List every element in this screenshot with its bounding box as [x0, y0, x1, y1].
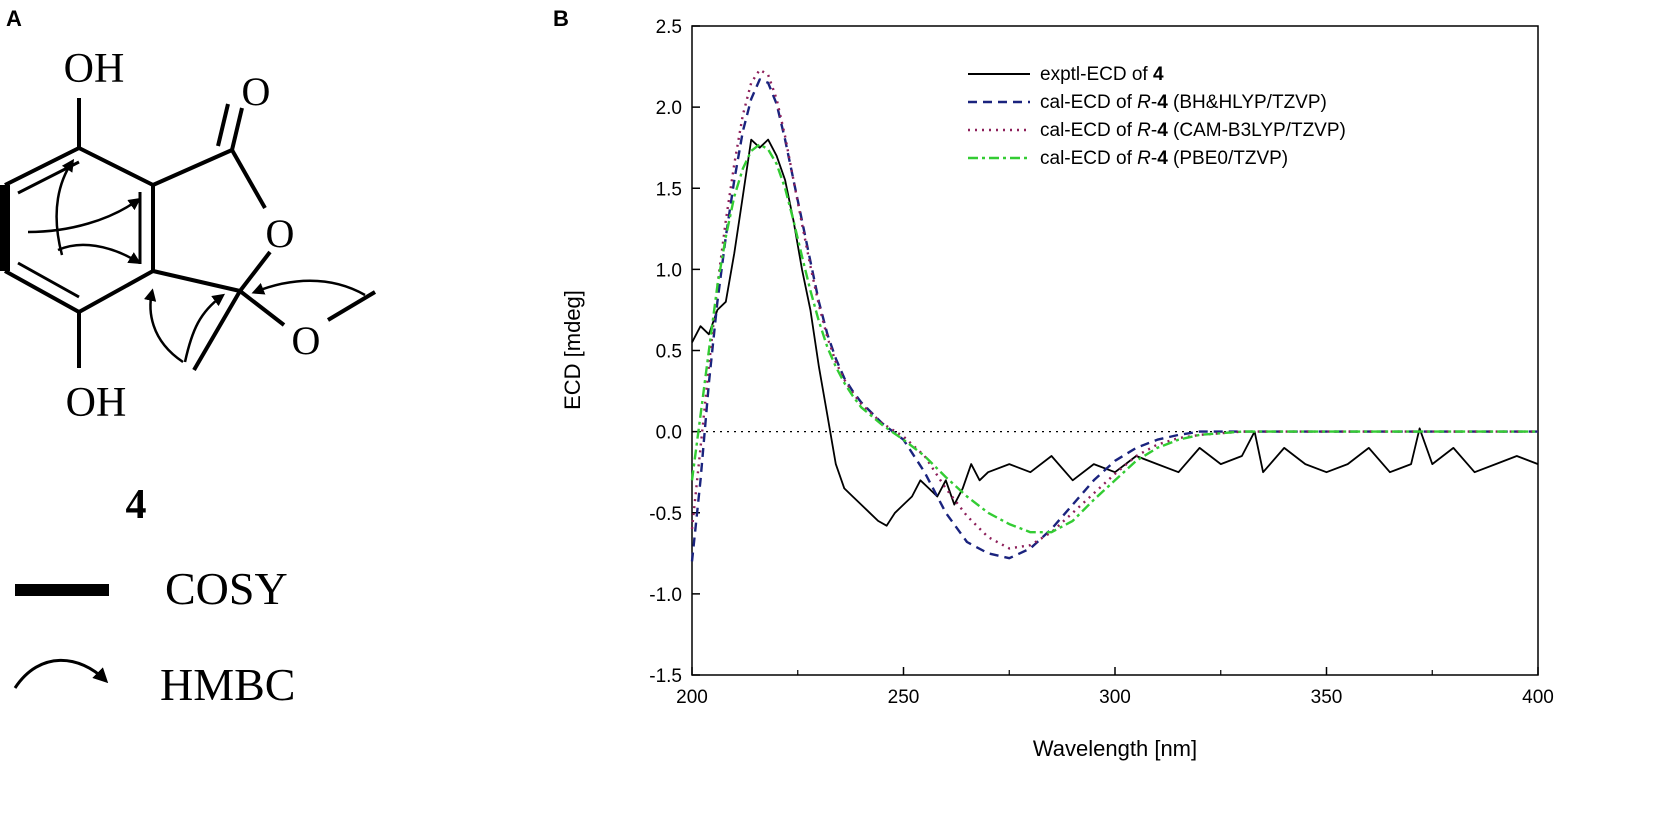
y-tick-label: 0.0: [656, 423, 682, 444]
series-line-3: [690, 143, 1538, 534]
hmbc-arrow-3: [57, 243, 142, 264]
y-tick-label: 0.5: [656, 342, 682, 363]
legend-text-part: cal-ECD of: [1040, 148, 1137, 169]
y-axis-ticks: -1.5 -1.0 -0.5 0.0 0.5 1.0 1.5 2.0 2.5: [649, 17, 700, 687]
bond-carbonyl-to-o: [230, 149, 267, 209]
hmbc-arrow-2: [27, 197, 142, 234]
oh-top-label: OH: [64, 46, 125, 92]
bond-ome-to-methyl: [326, 290, 377, 322]
chemical-structure: [4, 98, 377, 372]
legend-label-3: cal-ECD of R-4 (PBE0/TZVP): [1040, 148, 1288, 169]
legend-text-part: exptl-ECD of: [1040, 64, 1153, 85]
carbonyl-o-label: O: [242, 69, 271, 114]
panel-a: A O: [0, 6, 377, 710]
methoxy-o-label: O: [292, 318, 321, 363]
oh-bottom-label: OH: [66, 380, 127, 426]
hmbc-arrows: [27, 158, 366, 364]
series-line-0: [691, 138, 1539, 527]
x-axis-title: Wavelength [nm]: [1033, 736, 1197, 761]
bond-ring-upper-right: [78, 146, 154, 187]
bond-ring-to-carbonyl: [152, 148, 233, 187]
series-lines: [690, 68, 1539, 562]
x-tick-label: 400: [1522, 687, 1554, 708]
y-tick-label: 1.5: [656, 179, 682, 200]
panel-b: B -1.5 -1.0 -0.5 0.0 0.5 1.0 1.5 2.0 2.5 200 250 3…: [553, 6, 1554, 761]
legend-text-part: -: [1151, 120, 1157, 141]
x-tick-label: 200: [676, 687, 708, 708]
bond-ring-top: [4, 146, 80, 187]
ecd-chart: -1.5 -1.0 -0.5 0.0 0.5 1.0 1.5 2.0 2.5 200 250 300…: [560, 17, 1554, 761]
legend-text-part: 4: [1157, 92, 1168, 113]
legend-text-part: cal-ECD of: [1040, 92, 1137, 113]
y-tick-label: 2.0: [656, 98, 682, 119]
hmbc-arrow-4: [144, 288, 184, 364]
y-axis-title: ECD [mdeg]: [560, 290, 585, 410]
legend-text-part: -: [1151, 148, 1157, 169]
legend-text-part: 4: [1157, 120, 1168, 141]
hmbc-legend-arrow: [13, 658, 109, 689]
legend-text-part: 4: [1153, 64, 1164, 85]
legend-text-part: (CAM-B3LYP/TZVP): [1168, 120, 1346, 141]
bond-ch-to-methyl: [192, 289, 242, 372]
y-tick-label: 2.5: [656, 17, 682, 38]
cosy-bond: [0, 185, 10, 271]
legend-text-part: 4: [1157, 148, 1168, 169]
series-line-2: [690, 68, 1538, 550]
legend-text-part: R: [1137, 92, 1151, 113]
hmbc-legend-label: HMBC: [160, 659, 295, 710]
legend-text-part: R: [1137, 148, 1151, 169]
legend-label-2: cal-ECD of R-4 (CAM-B3LYP/TZVP): [1040, 120, 1346, 141]
bond-carbonyl-2: [216, 103, 230, 147]
panel-b-label: B: [553, 6, 569, 31]
bond-inner-bottom: [17, 261, 80, 299]
bond-ch-to-ome: [238, 289, 286, 327]
legend-label-1: cal-ECD of R-4 (BH&HLYP/TZVP): [1040, 92, 1327, 113]
hmbc-arrow-6: [251, 279, 366, 297]
ring-o-label: O: [266, 211, 295, 256]
cosy-legend-bar: [15, 584, 109, 596]
hmbc-arrow-5: [183, 293, 226, 363]
x-tick-label: 300: [1099, 687, 1131, 708]
legend-text-part: R: [1137, 120, 1151, 141]
x-tick-label: 250: [888, 687, 920, 708]
bond-ring-bottom: [4, 269, 80, 314]
legend-label-0: exptl-ECD of 4: [1040, 64, 1164, 85]
bond-o-to-ch: [238, 250, 272, 293]
y-tick-label: -0.5: [649, 504, 682, 525]
x-axis-ticks: 200 250 300 350 400: [676, 667, 1554, 708]
legend-text-part: (BH&HLYP/TZVP): [1168, 92, 1327, 113]
bond-ch-to-ring: [152, 269, 241, 293]
legend-text-part: (PBE0/TZVP): [1168, 148, 1288, 169]
bond-carbonyl-1: [230, 107, 244, 151]
y-tick-label: -1.5: [649, 666, 682, 687]
bond-ring-lower-right: [78, 269, 154, 314]
cosy-legend-label: COSY: [165, 563, 288, 614]
hmbc-arrow-1: [55, 158, 75, 256]
x-tick-label: 350: [1311, 687, 1343, 708]
legend-text-part: -: [1151, 92, 1157, 113]
compound-number: 4: [126, 482, 147, 528]
y-tick-label: -1.0: [649, 585, 682, 606]
legend-text-part: cal-ECD of: [1040, 120, 1137, 141]
panel-a-label: A: [6, 6, 22, 31]
y-tick-label: 1.0: [656, 260, 682, 281]
